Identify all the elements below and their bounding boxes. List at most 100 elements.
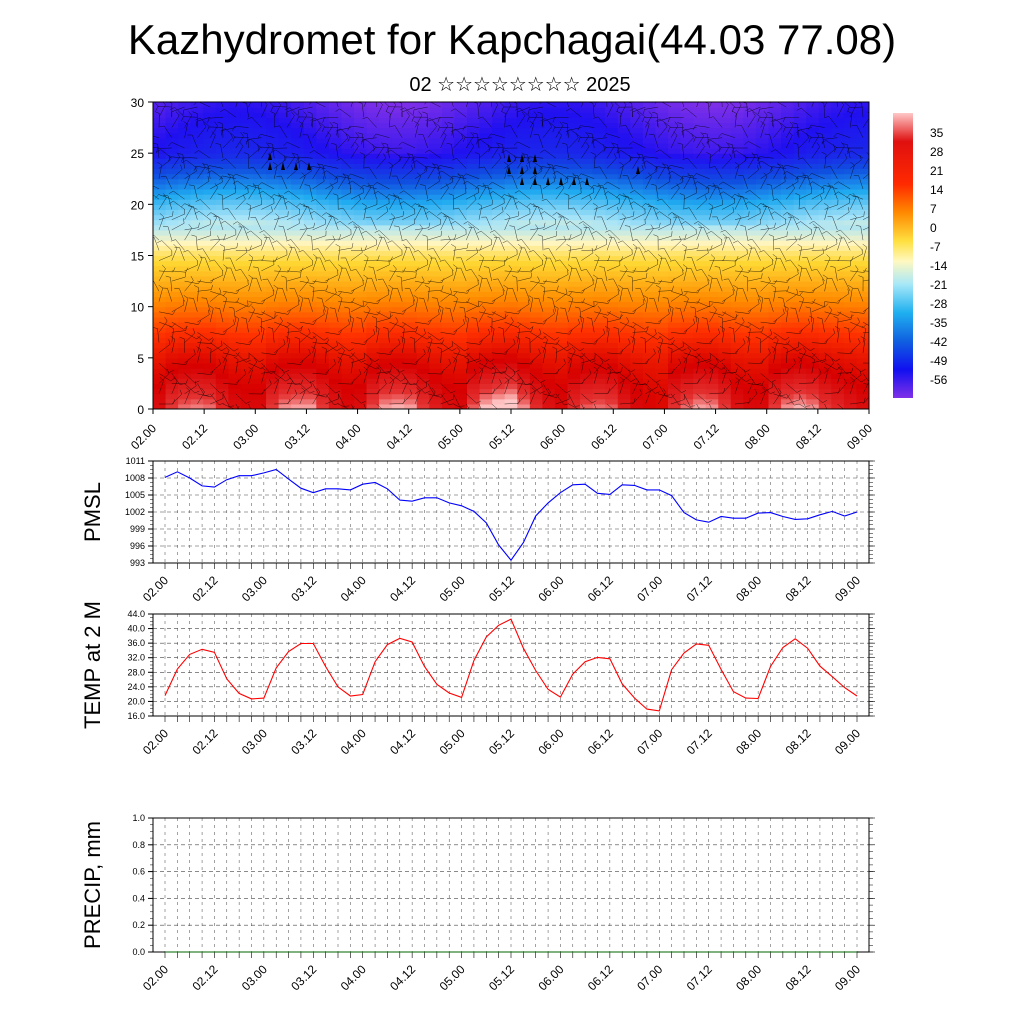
heatmap-cell <box>542 296 556 303</box>
wind-barb <box>299 176 306 189</box>
heatmap-cell <box>504 168 518 175</box>
heatmap-cell <box>228 240 242 246</box>
heatmap-cell <box>705 352 719 359</box>
wind-barb-feather <box>169 326 174 329</box>
heatmap-cell <box>353 270 368 277</box>
heatmap-cell <box>404 132 418 139</box>
wind-barb-feather <box>422 111 428 114</box>
heatmap-cell <box>542 142 556 149</box>
wind-barb <box>440 342 452 352</box>
heatmap-cell <box>693 357 707 364</box>
heatmap-cell <box>353 393 368 400</box>
heatmap-cell <box>768 275 782 282</box>
wind-barb <box>426 166 441 169</box>
wind-barb <box>157 328 160 343</box>
heatmap-cell <box>253 378 267 385</box>
heatmap-cell <box>718 286 732 292</box>
heatmap-cell <box>467 306 481 313</box>
heatmap-cell <box>303 240 317 246</box>
wind-barb <box>448 216 454 230</box>
wind-barb <box>375 146 390 149</box>
heatmap-cell <box>404 173 418 180</box>
heatmap-cell <box>630 296 644 303</box>
heatmap-cell <box>454 148 468 154</box>
heatmap-cell <box>768 153 782 159</box>
heatmap-cell <box>316 168 330 175</box>
heatmap-cell <box>806 398 820 405</box>
wind-barb <box>208 116 224 119</box>
heatmap-cell <box>592 219 606 226</box>
heatmap-cell <box>492 388 506 395</box>
wind-barb <box>286 321 300 330</box>
heatmap-cell <box>743 286 757 292</box>
heatmap-cell <box>479 183 493 190</box>
heatmap-cell <box>592 332 606 338</box>
heatmap-cell <box>303 265 317 272</box>
heatmap-cell <box>228 327 242 333</box>
wind-barb <box>362 137 377 140</box>
heatmap-cell <box>768 316 782 323</box>
wind-barb <box>208 126 224 128</box>
heatmap-cell <box>391 291 405 298</box>
heatmap-cell <box>781 373 795 379</box>
heatmap-cell <box>404 250 418 257</box>
heatmap-cell <box>655 403 669 409</box>
heatmap-cell <box>680 281 694 287</box>
heatmap-cell <box>328 137 343 144</box>
wind-barb <box>476 318 480 333</box>
heatmap-cell <box>693 332 707 338</box>
heatmap-cell <box>617 357 631 364</box>
heatmap-cell <box>843 163 858 170</box>
heatmap-cell <box>718 357 732 364</box>
heatmap-cell <box>366 194 380 200</box>
heatmap-cell <box>856 168 869 175</box>
wind-barb <box>467 221 480 231</box>
wind-barb <box>312 289 327 292</box>
heatmap-cell <box>328 153 343 159</box>
heatmap-cell <box>630 163 644 170</box>
heatmap-cell <box>178 316 192 323</box>
heatmap-cell <box>467 383 481 390</box>
wind-barb <box>309 185 313 200</box>
heatmap-cell <box>580 148 594 154</box>
heatmap-cell <box>843 132 858 139</box>
wind-barb <box>171 330 186 333</box>
heatmap-cell <box>517 245 531 251</box>
heatmap-cell <box>303 122 317 129</box>
heatmap-cell <box>580 107 594 113</box>
heatmap-cell <box>391 275 405 282</box>
heatmap-cell <box>291 148 305 154</box>
heatmap-cell <box>291 204 305 211</box>
wind-barb <box>171 115 180 128</box>
heatmap-cell <box>680 158 694 164</box>
heatmap-cell <box>517 148 531 154</box>
heatmap-cell <box>303 127 317 134</box>
heatmap-cell <box>454 275 468 282</box>
heatmap-cell <box>554 153 569 159</box>
heatmap-cell <box>554 148 569 154</box>
heatmap-cell <box>190 132 204 139</box>
wind-barb <box>286 304 300 313</box>
wind-barb <box>222 192 236 200</box>
heatmap-cell <box>730 183 744 190</box>
wind-barb-feather <box>338 291 343 296</box>
wind-barb <box>299 321 314 325</box>
wind-barb-feather <box>275 350 278 355</box>
heatmap-cell <box>630 270 644 277</box>
heatmap-cell <box>479 281 493 287</box>
heatmap-cell <box>278 378 292 385</box>
heatmap-cell <box>605 270 619 277</box>
heatmap-cell <box>655 229 669 236</box>
heatmap-cell <box>718 275 732 282</box>
heatmap-cell <box>693 347 707 354</box>
heatmap-cell <box>492 168 506 175</box>
heatmap-cell <box>542 373 556 379</box>
heatmap-cell <box>215 183 229 190</box>
heatmap-cell <box>492 107 506 113</box>
wind-barb <box>337 246 341 261</box>
heatmap-cell <box>730 275 744 282</box>
heatmap-cell <box>190 199 204 205</box>
wind-barb <box>273 380 279 394</box>
heatmap-cell <box>793 112 807 118</box>
wind-barb <box>414 333 426 343</box>
